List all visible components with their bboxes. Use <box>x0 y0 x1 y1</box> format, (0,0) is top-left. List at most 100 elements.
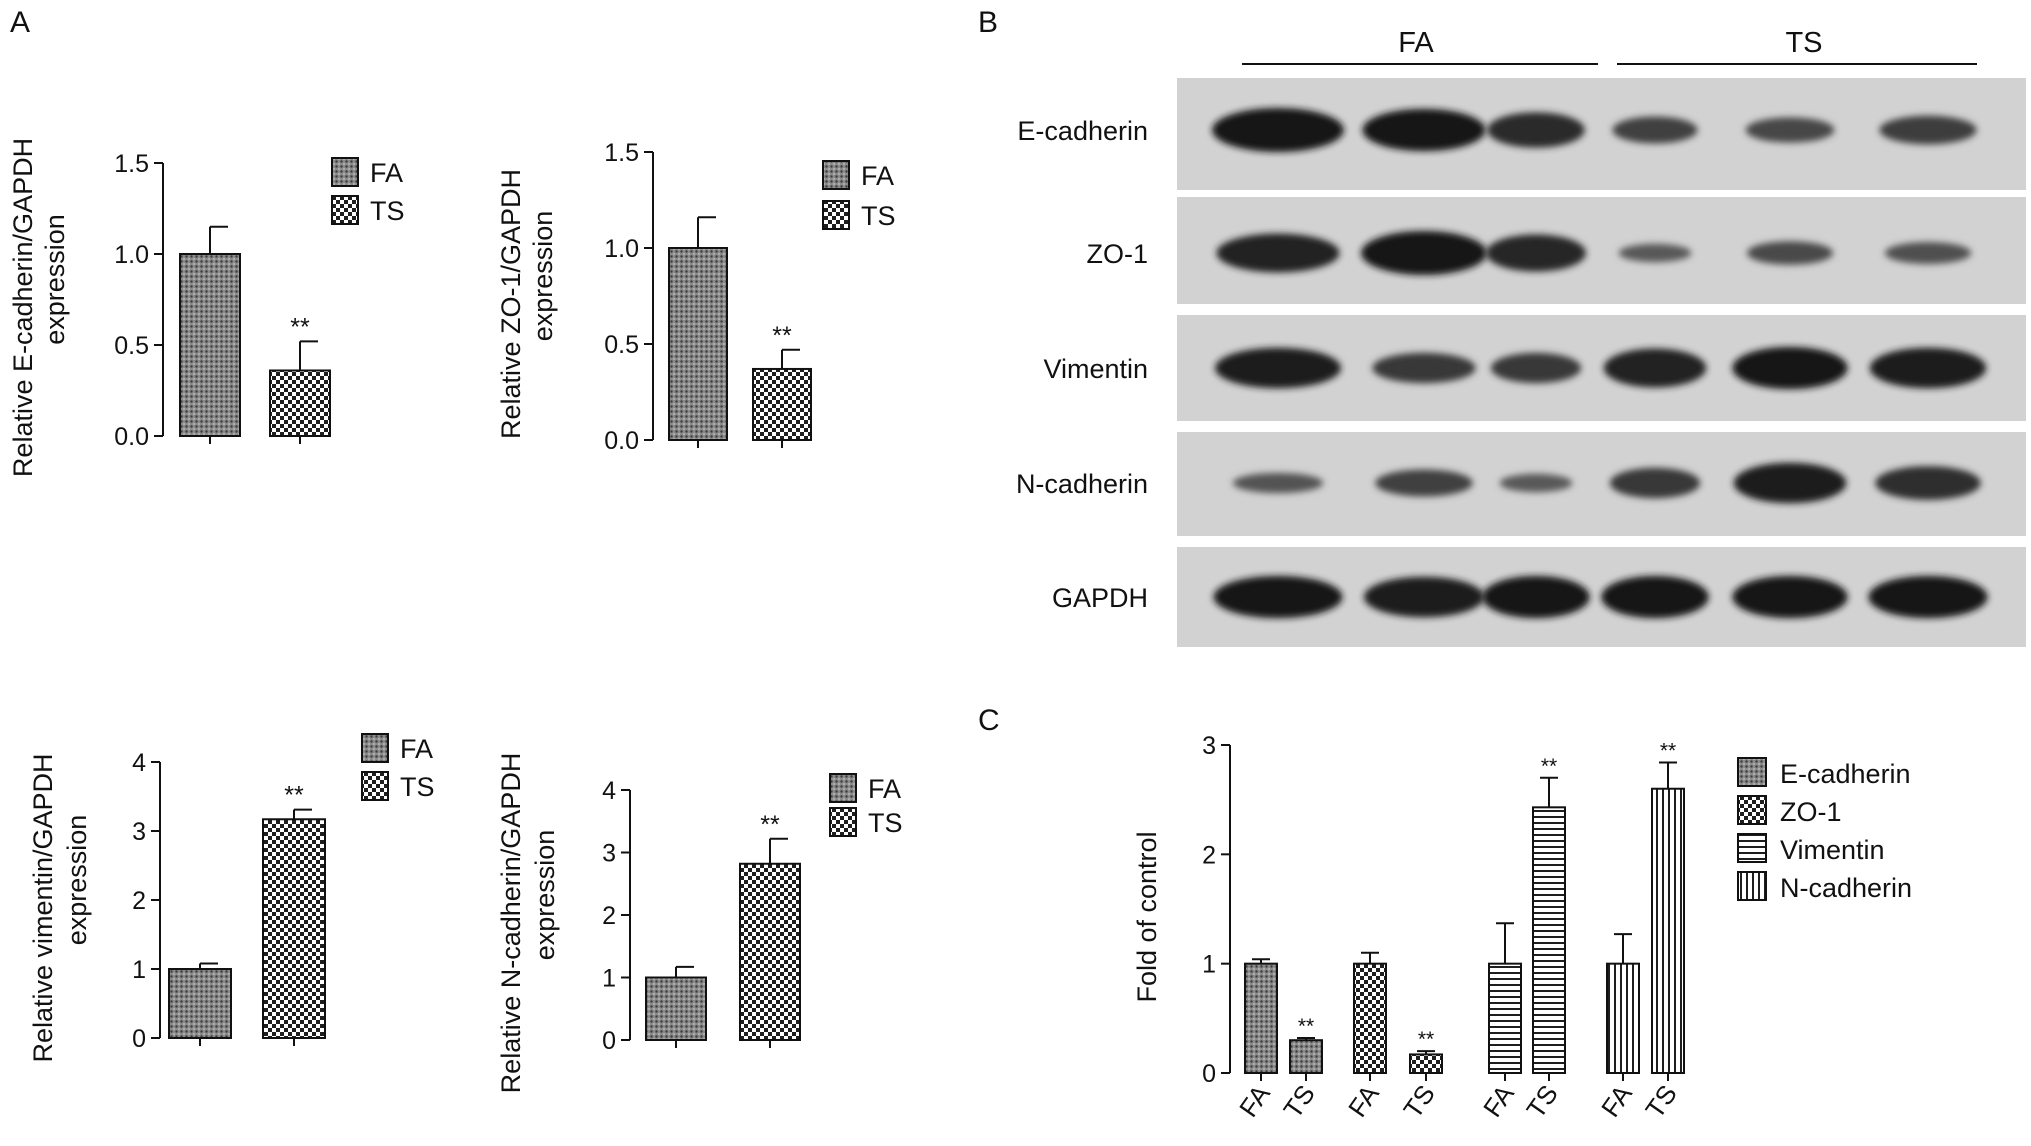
y-axis-title-line2: expression <box>40 214 70 345</box>
y-tick-label: 1 <box>1202 951 1216 979</box>
legend-label: FA <box>400 734 433 764</box>
legend-swatch <box>331 195 359 225</box>
significance-marker: ** <box>1298 1015 1314 1038</box>
y-tick-label: 1.0 <box>114 241 149 269</box>
legend-label: FA <box>868 774 901 804</box>
western-blot: FA TS E-cadherin ZO-1 Vimentin N-cadherin GAPD… <box>1016 27 2026 647</box>
wb-band <box>1603 348 1707 388</box>
bar-e-cadherin-fa <box>1244 962 1278 1075</box>
legend-label: Vimentin <box>1780 835 1885 865</box>
wb-band <box>1363 576 1485 618</box>
x-category-label: FA <box>1342 1079 1385 1123</box>
legend-label: TS <box>400 772 435 802</box>
wb-protein-label: N-cadherin <box>1016 469 1148 499</box>
significance-marker: ** <box>290 313 310 341</box>
wb-band <box>1732 346 1848 390</box>
y-tick-label: 0.0 <box>604 427 639 455</box>
legend-swatch <box>829 807 857 837</box>
legend-swatch <box>331 157 359 187</box>
legend-label: TS <box>868 808 903 838</box>
y-tick-label: 2 <box>1202 841 1216 869</box>
legend-label: TS <box>861 201 896 231</box>
wb-group-label-ts: TS <box>1785 27 1822 59</box>
legend-swatch <box>1737 871 1767 901</box>
wb-band <box>1361 231 1487 275</box>
y-axis-title-line2: expression <box>62 815 92 946</box>
legend-label: FA <box>370 158 403 188</box>
wb-band <box>1362 108 1486 152</box>
significance-marker: ** <box>1660 739 1676 762</box>
wb-band <box>1732 575 1848 619</box>
significance-marker: ** <box>1541 755 1557 778</box>
legend-label: TS <box>370 196 405 226</box>
legend-swatch <box>1737 833 1767 863</box>
bar-ts <box>739 862 801 1041</box>
bar-vimentin-ts <box>1532 806 1566 1074</box>
y-axis-title: Relative vimentin/GAPDH <box>28 753 58 1062</box>
wb-band <box>1868 575 1988 619</box>
wb-band <box>1490 352 1582 384</box>
y-tick-label: 1.5 <box>604 139 639 167</box>
wb-group-label-fa: FA <box>1398 27 1434 59</box>
chart-vimentin: 0 1 2 3 4 ** Relative vimentin/GAPDH expression… <box>28 733 435 1063</box>
wb-band <box>1487 112 1585 148</box>
legend-label: FA <box>861 161 894 191</box>
y-axis-title-line2: expression <box>530 830 560 961</box>
y-axis-title: Relative N-cadherin/GAPDH <box>496 753 526 1094</box>
x-category-label: TS <box>1520 1079 1564 1123</box>
legend-swatch <box>829 773 857 803</box>
chart-e-cadherin: 0.0 0.5 1.0 1.5 ** Relative E-cadherin/GAPDH e… <box>8 138 405 477</box>
panel-a-letter: A <box>10 6 30 39</box>
y-axis-title: Relative E-cadherin/GAPDH <box>8 138 38 477</box>
bar-ts <box>262 818 326 1040</box>
significance-marker: ** <box>284 782 304 810</box>
significance-marker: ** <box>772 322 792 350</box>
x-category-label: FA <box>1477 1079 1520 1123</box>
wb-band <box>1601 575 1709 619</box>
wb-band <box>1879 115 1977 145</box>
wb-protein-label: ZO-1 <box>1086 239 1148 269</box>
wb-protein-label: E-cadherin <box>1017 116 1148 146</box>
bar-fa <box>168 968 232 1039</box>
bar-ts <box>269 369 331 438</box>
wb-band <box>1733 462 1847 504</box>
wb-band <box>1499 473 1573 493</box>
legend-label: ZO-1 <box>1780 797 1842 827</box>
bar-fa <box>179 253 241 437</box>
bar-e-cadherin-ts <box>1289 1039 1323 1074</box>
y-tick-label: 4 <box>132 749 146 777</box>
wb-band <box>1375 469 1473 497</box>
wb-band <box>1609 467 1701 499</box>
y-tick-label: 2 <box>132 887 146 915</box>
y-tick-label: 0.5 <box>114 332 149 360</box>
legend-swatch <box>1737 795 1767 825</box>
bar-vimentin-fa <box>1488 962 1522 1075</box>
legend-label: N-cadherin <box>1780 873 1912 903</box>
wb-band <box>1216 233 1340 273</box>
panel-c-letter: C <box>978 704 1000 737</box>
wb-band <box>1485 234 1587 272</box>
bar-zo-1-fa <box>1353 962 1387 1075</box>
wb-band <box>1875 466 1981 500</box>
wb-protein-label: GAPDH <box>1052 583 1148 613</box>
legend-swatch <box>822 160 850 190</box>
wb-band <box>1232 472 1324 494</box>
y-axis-title-line2: expression <box>528 211 558 342</box>
bar-fa <box>668 247 728 441</box>
y-tick-label: 1.5 <box>114 150 149 178</box>
wb-band <box>1482 575 1590 619</box>
y-tick-label: 3 <box>132 818 146 846</box>
y-axis-title: Fold of control <box>1132 831 1162 1002</box>
y-tick-label: 0 <box>602 1027 616 1055</box>
chart-zo1: 0.0 0.5 1.0 1.5 ** Relative ZO-1/GAPDH express… <box>496 139 896 455</box>
x-category-label: FA <box>1233 1079 1276 1123</box>
wb-band <box>1372 352 1476 384</box>
panel-b-letter: B <box>978 6 998 39</box>
bar-zo-1-ts <box>1409 1053 1443 1074</box>
wb-band <box>1884 242 1972 264</box>
wb-band <box>1618 243 1692 263</box>
y-tick-label: 1 <box>602 965 616 993</box>
bar-n-cadherin-ts <box>1651 787 1685 1074</box>
